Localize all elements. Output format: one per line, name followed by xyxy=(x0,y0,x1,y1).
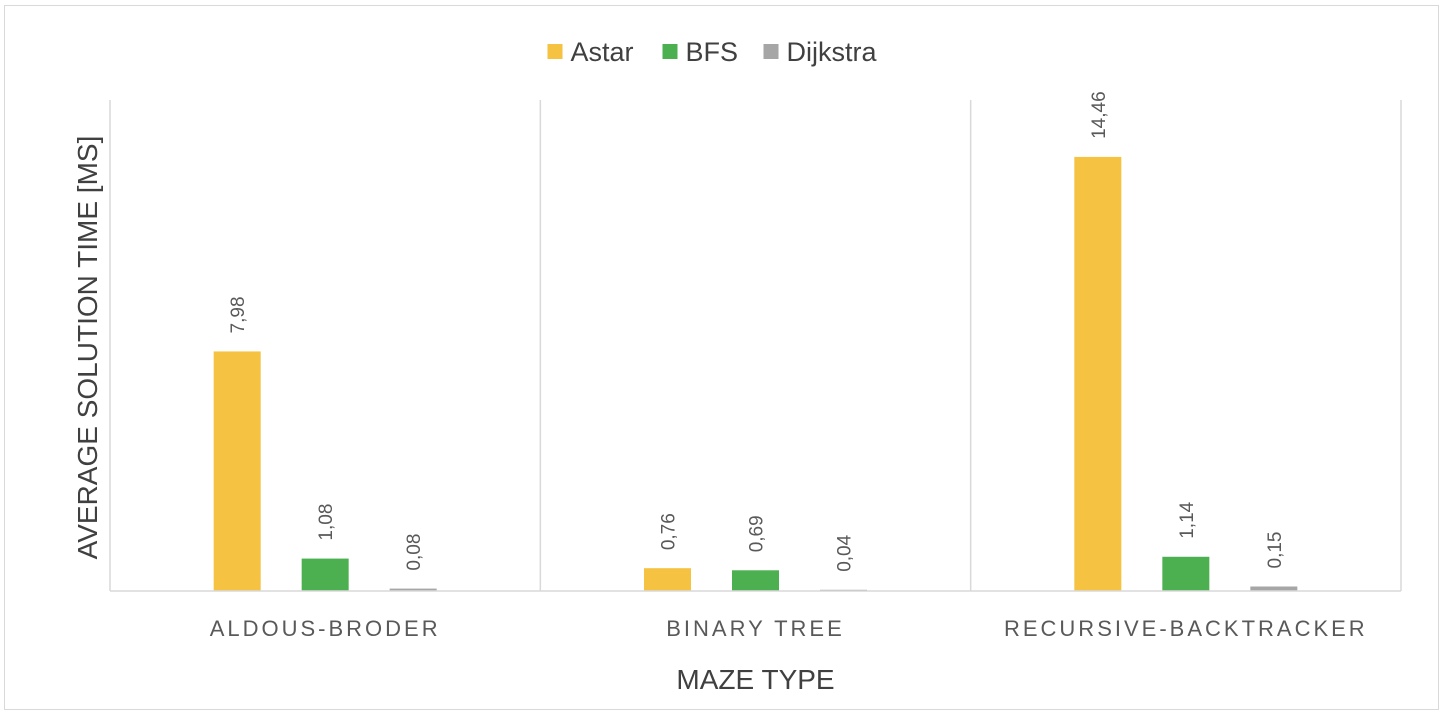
legend-label-dijkstra: Dijkstra xyxy=(787,37,878,67)
bar-astar-aldous-broder xyxy=(213,351,261,591)
x-tick-label-recursive-backtracker: RECURSIVE-BACKTRACKER xyxy=(1004,616,1368,641)
legend-swatch-bfs xyxy=(662,44,678,59)
x-tick-label-binary-tree: BINARY TREE xyxy=(666,616,845,641)
x-tick-labels: ALDOUS-BRODER BINARY TREE RECURSIVE-BACKTR… xyxy=(210,616,1368,641)
category-separators xyxy=(109,100,1402,591)
data-label-astar-recursive-backtracker: 14,46 xyxy=(1089,91,1110,139)
bars xyxy=(213,156,1298,591)
bar-bfs-binary-tree xyxy=(732,570,779,591)
data-label-dijkstra-aldous-broder: 0,08 xyxy=(404,534,425,571)
data-label-bfs-aldous-broder: 1,08 xyxy=(316,504,337,541)
data-labels: 7,98 1,08 0,08 0,76 0,69 0,04 14,46 1,14 0,15 xyxy=(228,91,1286,571)
bar-dijkstra-recursive-backtracker xyxy=(1250,586,1298,591)
bar-bfs-recursive-backtracker xyxy=(1162,556,1210,591)
data-label-dijkstra-recursive-backtracker: 0,15 xyxy=(1265,532,1286,569)
data-label-bfs-binary-tree: 0,69 xyxy=(747,515,768,552)
bar-dijkstra-aldous-broder xyxy=(389,588,437,591)
legend-swatch-astar xyxy=(547,44,563,59)
data-label-astar-aldous-broder: 7,98 xyxy=(228,296,249,333)
legend-label-astar: Astar xyxy=(571,37,634,67)
data-label-bfs-recursive-backtracker: 1,14 xyxy=(1177,501,1198,538)
data-label-dijkstra-binary-tree: 0,04 xyxy=(835,534,856,571)
bar-astar-binary-tree xyxy=(644,568,691,591)
x-tick-label-aldous-broder: ALDOUS-BRODER xyxy=(210,616,441,641)
bar-bfs-aldous-broder xyxy=(301,558,349,591)
legend: Astar BFS Dijkstra xyxy=(547,37,878,67)
bar-astar-recursive-backtracker xyxy=(1074,156,1122,591)
y-axis-title: AVERAGE SOLUTION TIME [MS] xyxy=(72,136,103,560)
legend-swatch-dijkstra xyxy=(763,44,779,59)
x-axis-title: MAZE TYPE xyxy=(676,664,834,695)
legend-label-bfs: BFS xyxy=(686,37,739,67)
data-label-astar-binary-tree: 0,76 xyxy=(659,513,680,550)
